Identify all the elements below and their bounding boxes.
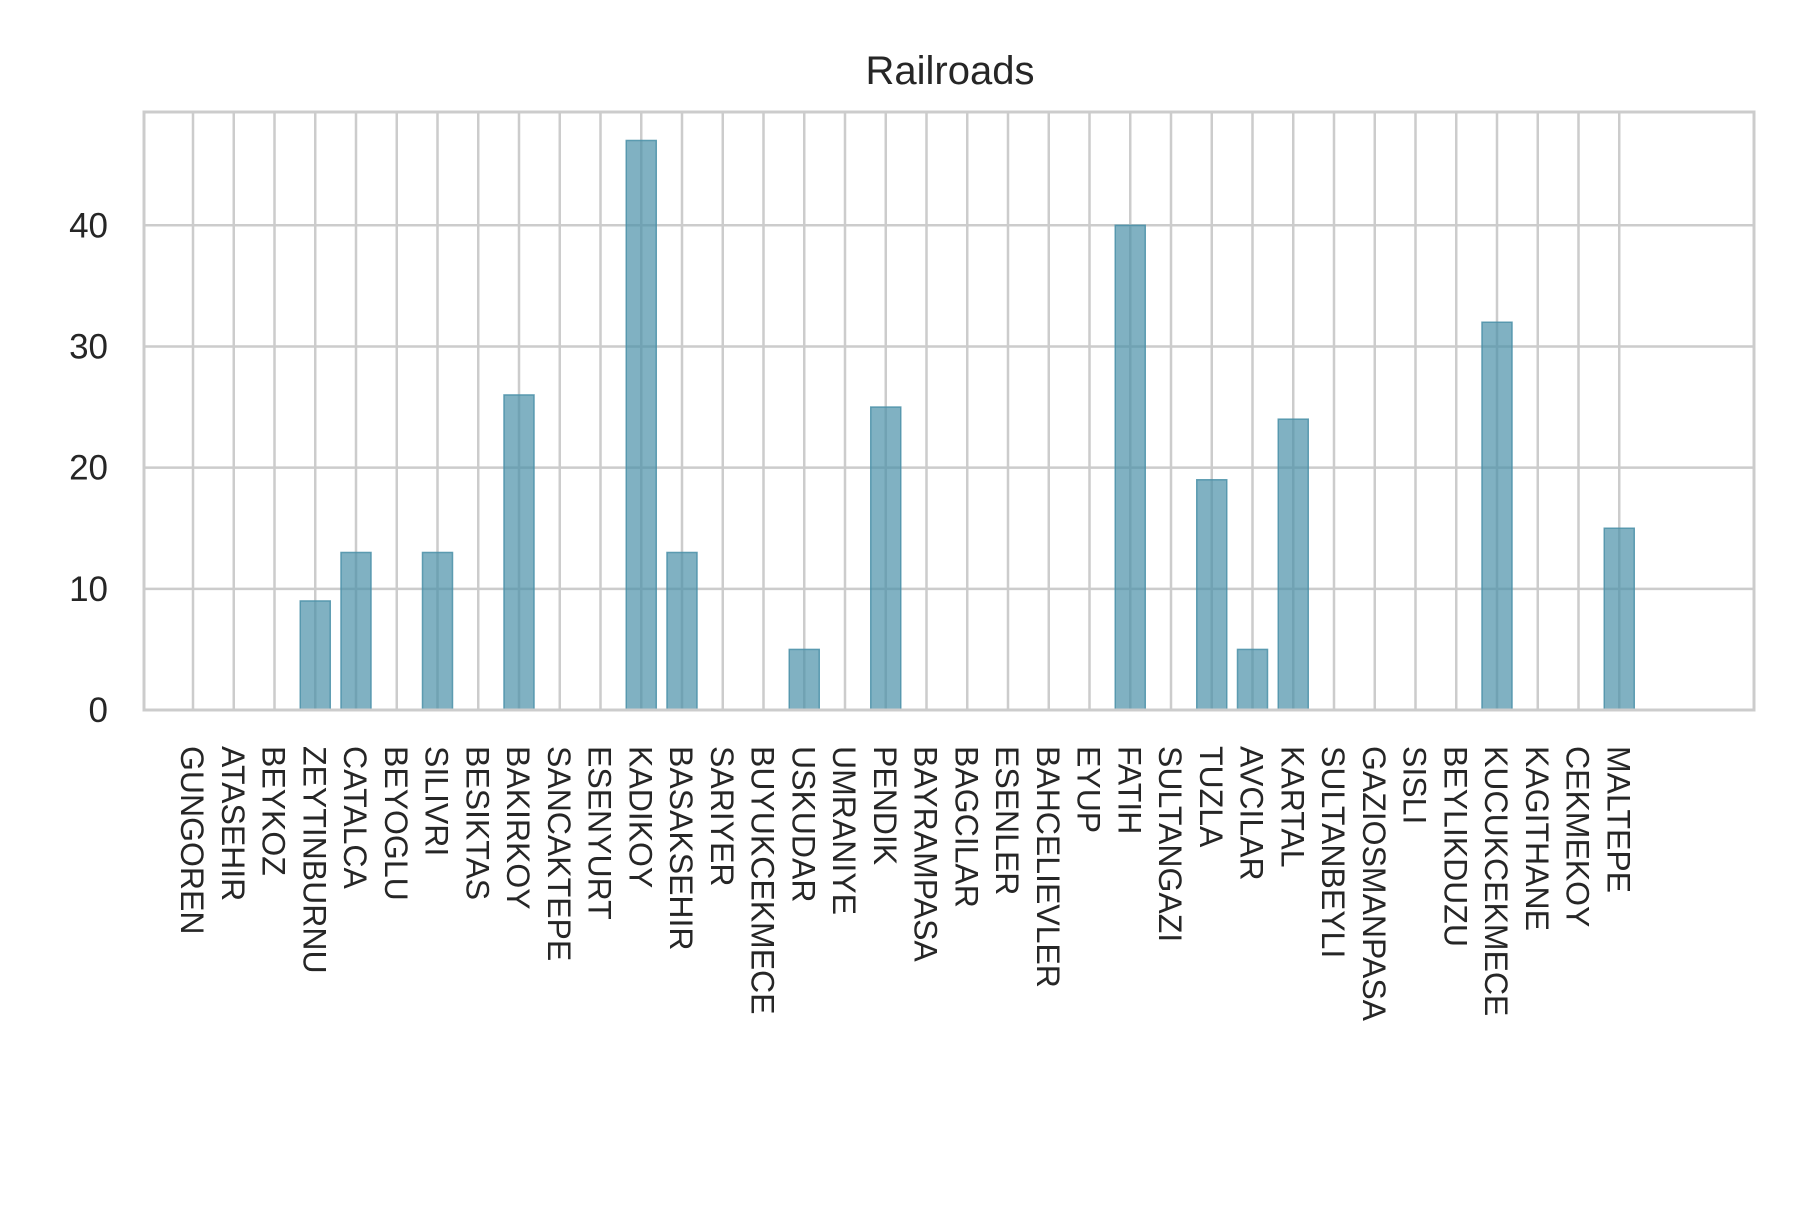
- bar-silivri: [421, 551, 454, 711]
- x-tick-label: ESENLER: [989, 746, 1025, 895]
- x-tick-label: BUYUKCEKMECE: [745, 746, 781, 1015]
- x-tick-label: BEYKOZ: [256, 746, 292, 876]
- x-tick-label: KADIKOY: [622, 746, 658, 888]
- bar-basaksehir: [666, 551, 698, 711]
- bar-uskudar: [788, 648, 820, 711]
- bar-bakirkoy: [503, 394, 535, 711]
- bar-tuzla: [1196, 479, 1228, 711]
- x-tick-label: SULTANGAZI: [1152, 746, 1188, 942]
- chart-title: Railroads: [866, 49, 1035, 93]
- x-tick-label: KAGITHANE: [1519, 746, 1555, 931]
- bar-kartal: [1277, 418, 1309, 711]
- bar-avcilar: [1236, 648, 1269, 711]
- bar-fatih: [1114, 224, 1146, 711]
- bar-pendik: [870, 406, 902, 711]
- x-tick-label: SARIYER: [704, 746, 740, 886]
- bar-zeytinburnu: [299, 600, 331, 711]
- y-tick-label: 40: [69, 206, 108, 245]
- x-tick-label: UMRANIYE: [826, 746, 862, 915]
- plot-frame: [142, 110, 1756, 712]
- bar-kadikoy: [625, 139, 657, 711]
- y-tick-label: 30: [69, 327, 108, 366]
- y-tick-label: 0: [89, 691, 108, 730]
- x-tick-label: BAHCELIEVLER: [1030, 746, 1066, 988]
- y-tick-label: 20: [69, 449, 108, 488]
- x-tick-label: CATALCA: [337, 746, 373, 890]
- x-tick-label: MALTEPE: [1600, 746, 1636, 893]
- x-tick-label: GAZIOSMANPASA: [1356, 746, 1392, 1022]
- x-tick-label: BASAKSEHIR: [663, 746, 699, 951]
- x-tick-label: SILIVRI: [419, 746, 455, 856]
- bar-kucukcekmece: [1481, 321, 1513, 711]
- x-tick-label: ZEYTINBURNU: [296, 746, 332, 974]
- x-tick-label: BEYOGLU: [378, 746, 414, 901]
- x-tick-label: BESIKTAS: [459, 746, 495, 900]
- x-tick-label: SISLI: [1397, 746, 1433, 824]
- x-tick-label: CEKMEKOY: [1560, 746, 1596, 927]
- x-tick-label: BAKIRKOY: [500, 746, 536, 910]
- x-tick-label: PENDIK: [867, 746, 903, 865]
- x-tick-label: GUNGOREN: [174, 746, 210, 934]
- x-tick-label: USKUDAR: [785, 746, 821, 902]
- x-tick-label: SANCAKTEPE: [541, 746, 577, 961]
- bar-maltepe: [1603, 527, 1635, 711]
- x-tick-label: KARTAL: [1274, 746, 1310, 868]
- bar-catalca: [340, 551, 372, 711]
- x-tick-label: SULTANBEYLI: [1315, 746, 1351, 958]
- x-tick-label: TUZLA: [1193, 746, 1229, 848]
- x-tick-label: BAGCILAR: [948, 746, 984, 908]
- x-tick-label: FATIH: [1111, 746, 1147, 834]
- x-tick-label: ATASEHIR: [215, 746, 251, 901]
- x-tick-label: KUCUKCEKMECE: [1478, 746, 1514, 1016]
- x-tick-label: EYUP: [1071, 746, 1107, 833]
- x-tick-label: BAYRAMPASA: [908, 746, 944, 962]
- x-tick-label: BEYLIKDUZU: [1437, 746, 1473, 947]
- x-tick-label: AVCILAR: [1234, 746, 1270, 881]
- y-tick-label: 10: [69, 570, 108, 609]
- x-tick-label: ESENYURT: [582, 746, 618, 920]
